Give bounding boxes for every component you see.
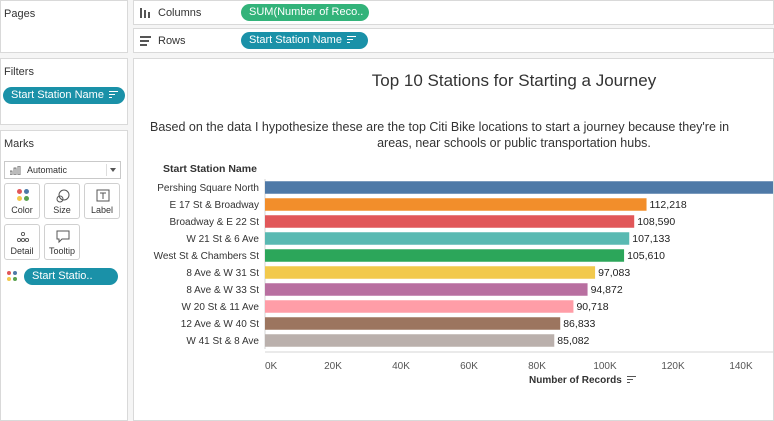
color-button-label: Color xyxy=(11,205,33,215)
color-button[interactable]: Color xyxy=(4,183,40,219)
bar[interactable] xyxy=(265,232,630,245)
bar[interactable] xyxy=(265,249,625,262)
color-icon xyxy=(17,189,29,201)
chart-subtitle-line1: Based on the data I hypothesize these ar… xyxy=(150,120,730,134)
category-label: Broadway & E 22 St xyxy=(170,217,260,228)
chart-subtitle-line2: areas, near schools or public transporta… xyxy=(377,136,651,150)
label-button[interactable]: Label xyxy=(84,183,120,219)
columns-icon xyxy=(140,8,150,18)
size-button-label: Size xyxy=(53,205,71,215)
color-field-icon xyxy=(7,271,18,282)
bar[interactable] xyxy=(265,334,555,347)
category-label: W 20 St & 11 Ave xyxy=(182,302,260,313)
rows-shelf[interactable]: Rows Start Station Name xyxy=(133,28,774,53)
dropdown-divider xyxy=(106,164,107,176)
category-label: 12 Ave & W 40 St xyxy=(181,319,259,330)
data-label: 112,218 xyxy=(650,199,687,211)
chart-view: Top 10 Stations for Starting a Journey B… xyxy=(133,58,774,421)
category-label: West St & Chambers St xyxy=(154,251,260,262)
bar[interactable] xyxy=(265,300,574,313)
category-label: 8 Ave & W 33 St xyxy=(186,285,259,296)
rows-icon xyxy=(140,36,151,46)
detail-button[interactable]: Detail xyxy=(4,224,40,260)
rows-pill-label: Start Station Name xyxy=(249,34,342,46)
bar[interactable] xyxy=(265,283,588,296)
marks-pill-label: Start Statio.. xyxy=(32,270,93,282)
pages-card[interactable]: Pages xyxy=(0,0,128,53)
x-axis-title-text: Number of Records xyxy=(529,375,622,386)
x-tick-label: 0K xyxy=(265,361,278,372)
x-tick-label: 100K xyxy=(593,361,617,372)
left-panel: Pages Filters Start Station Name Marks A… xyxy=(0,0,129,421)
size-button[interactable]: Size xyxy=(44,183,80,219)
marks-card: Marks Automatic Color Size xyxy=(0,130,128,421)
bar[interactable] xyxy=(265,317,561,330)
bar[interactable] xyxy=(265,198,647,211)
data-label: 90,718 xyxy=(576,301,608,313)
data-label: 105,610 xyxy=(627,250,665,262)
pages-title: Pages xyxy=(4,8,36,20)
tooltip-button[interactable]: Tooltip xyxy=(44,224,80,260)
category-label: 8 Ave & W 31 St xyxy=(186,268,259,279)
filter-pill-start-station[interactable]: Start Station Name xyxy=(3,87,125,104)
bar-chart-icon xyxy=(10,166,21,175)
bar[interactable] xyxy=(265,181,774,194)
x-axis-title: Number of Records xyxy=(529,375,636,386)
x-tick-label: 40K xyxy=(392,361,410,372)
chevron-down-icon xyxy=(110,168,116,172)
label-icon xyxy=(96,189,110,202)
x-tick-label: 20K xyxy=(324,361,342,372)
row-header: Start Station Name xyxy=(163,163,257,175)
bar[interactable] xyxy=(265,266,596,279)
mark-type-value: Automatic xyxy=(27,165,68,175)
category-label: E 17 St & Broadway xyxy=(170,200,260,211)
x-tick-label: 80K xyxy=(528,361,546,372)
data-label: 107,133 xyxy=(632,233,670,245)
x-tick-label: 120K xyxy=(661,361,685,372)
rows-pill[interactable]: Start Station Name xyxy=(241,32,368,49)
category-label: W 21 St & 6 Ave xyxy=(186,234,259,245)
sort-icon xyxy=(626,375,636,383)
size-icon xyxy=(56,189,70,203)
tooltip-icon xyxy=(56,230,70,244)
sort-icon xyxy=(108,90,118,98)
category-label: Pershing Square North xyxy=(157,183,259,194)
chart-title: Top 10 Stations for Starting a Journey xyxy=(371,71,657,90)
detail-icon xyxy=(16,231,30,243)
marks-pill-start-station[interactable]: Start Statio.. xyxy=(24,268,118,285)
columns-pill[interactable]: SUM(Number of Reco.. xyxy=(241,4,369,21)
filters-card[interactable]: Filters Start Station Name xyxy=(0,58,128,125)
mark-type-dropdown[interactable]: Automatic xyxy=(4,161,121,179)
bar-chart: Pershing Square North E 17 St & Broadway 1… xyxy=(154,179,774,372)
data-label: 108,590 xyxy=(637,216,675,228)
data-label: 85,082 xyxy=(557,335,589,347)
bar[interactable] xyxy=(265,215,635,228)
data-label: 94,872 xyxy=(591,284,623,296)
rows-label: Rows xyxy=(158,35,186,47)
data-label: 97,083 xyxy=(598,267,630,279)
columns-pill-label: SUM(Number of Reco.. xyxy=(249,6,364,18)
tooltip-button-label: Tooltip xyxy=(48,246,75,256)
x-tick-label: 140K xyxy=(729,361,753,372)
x-tick-label: 60K xyxy=(460,361,478,372)
filters-title: Filters xyxy=(4,66,34,78)
detail-button-label: Detail xyxy=(10,246,34,256)
columns-label: Columns xyxy=(158,7,202,19)
filter-pill-label: Start Station Name xyxy=(11,89,104,101)
marks-title: Marks xyxy=(4,138,34,150)
sort-icon xyxy=(346,35,356,43)
category-label: W 41 St & 8 Ave xyxy=(186,336,259,347)
label-button-label: Label xyxy=(90,205,114,215)
data-label: 86,833 xyxy=(563,318,595,330)
columns-shelf[interactable]: Columns SUM(Number of Reco.. xyxy=(133,0,774,25)
